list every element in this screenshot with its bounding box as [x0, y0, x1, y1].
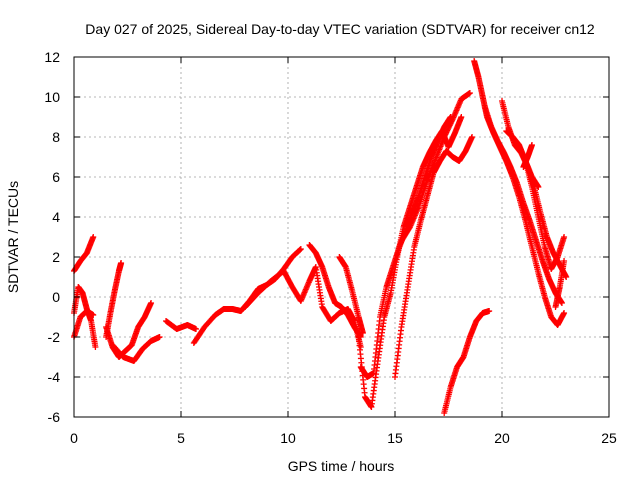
data-point — [528, 142, 535, 148]
series-sat-k — [336, 254, 366, 336]
y-tick-label: 10 — [44, 89, 60, 105]
data-point — [563, 274, 570, 280]
y-tick-label: 6 — [52, 169, 60, 185]
axis-tick-labels: 0 5 10 15 20 25 -6 -4 -2 0 2 4 6 8 10 12 — [44, 49, 617, 446]
x-tick-label: 25 — [601, 430, 617, 446]
series-sat-g — [163, 318, 199, 332]
x-tick-label: 5 — [177, 430, 185, 446]
chart-title: Day 027 of 2025, Sidereal Day-to-day VTE… — [85, 21, 595, 37]
series-sat-m — [355, 114, 465, 410]
data-point — [192, 326, 199, 332]
y-tick-label: 2 — [52, 249, 60, 265]
data-point — [561, 310, 568, 316]
plot-frame — [73, 56, 610, 418]
series-sat-b — [71, 284, 99, 350]
y-tick-label: 8 — [52, 129, 60, 145]
data-point — [469, 134, 476, 140]
data-point — [535, 184, 542, 190]
series-sat-w — [552, 258, 568, 310]
grid-lines — [74, 57, 609, 417]
data-point — [458, 114, 465, 120]
y-tick-label: 4 — [52, 209, 60, 225]
series-sat-e — [103, 260, 125, 340]
x-tick-label: 15 — [387, 430, 403, 446]
data-point — [561, 258, 568, 264]
y-tick-label: 12 — [44, 49, 60, 65]
data-point — [118, 260, 125, 266]
series-sat-r — [481, 104, 565, 306]
data-points — [71, 58, 570, 416]
series-sat-u — [509, 134, 542, 190]
data-point — [148, 300, 155, 306]
x-axis-label: GPS time / hours — [288, 458, 395, 474]
series-sat-h — [190, 246, 304, 346]
data-point — [359, 330, 366, 336]
axis-ticks — [73, 56, 610, 418]
data-point — [92, 344, 99, 350]
y-axis-label: SDTVAR / TECUs — [5, 181, 21, 293]
data-point — [486, 308, 493, 314]
y-tick-label: 0 — [52, 289, 60, 305]
series-sat-n — [392, 134, 476, 380]
series-sat-c — [71, 308, 97, 340]
data-point — [297, 246, 304, 252]
series-sat-o — [398, 90, 473, 244]
data-point — [90, 312, 97, 318]
series-sat-v — [520, 142, 535, 170]
data-point — [466, 90, 473, 96]
x-tick-label: 20 — [494, 430, 510, 446]
y-tick-label: -6 — [48, 409, 61, 425]
x-tick-label: 10 — [280, 430, 296, 446]
data-point — [561, 234, 568, 240]
x-tick-label: 0 — [70, 430, 78, 446]
data-point — [558, 300, 565, 306]
series-sat-p — [441, 308, 493, 416]
data-point — [156, 334, 163, 340]
series-sat-a — [71, 234, 97, 274]
y-tick-label: -4 — [48, 369, 61, 385]
data-point — [90, 234, 97, 240]
series-sat-f — [109, 334, 163, 364]
y-tick-label: -2 — [48, 329, 61, 345]
